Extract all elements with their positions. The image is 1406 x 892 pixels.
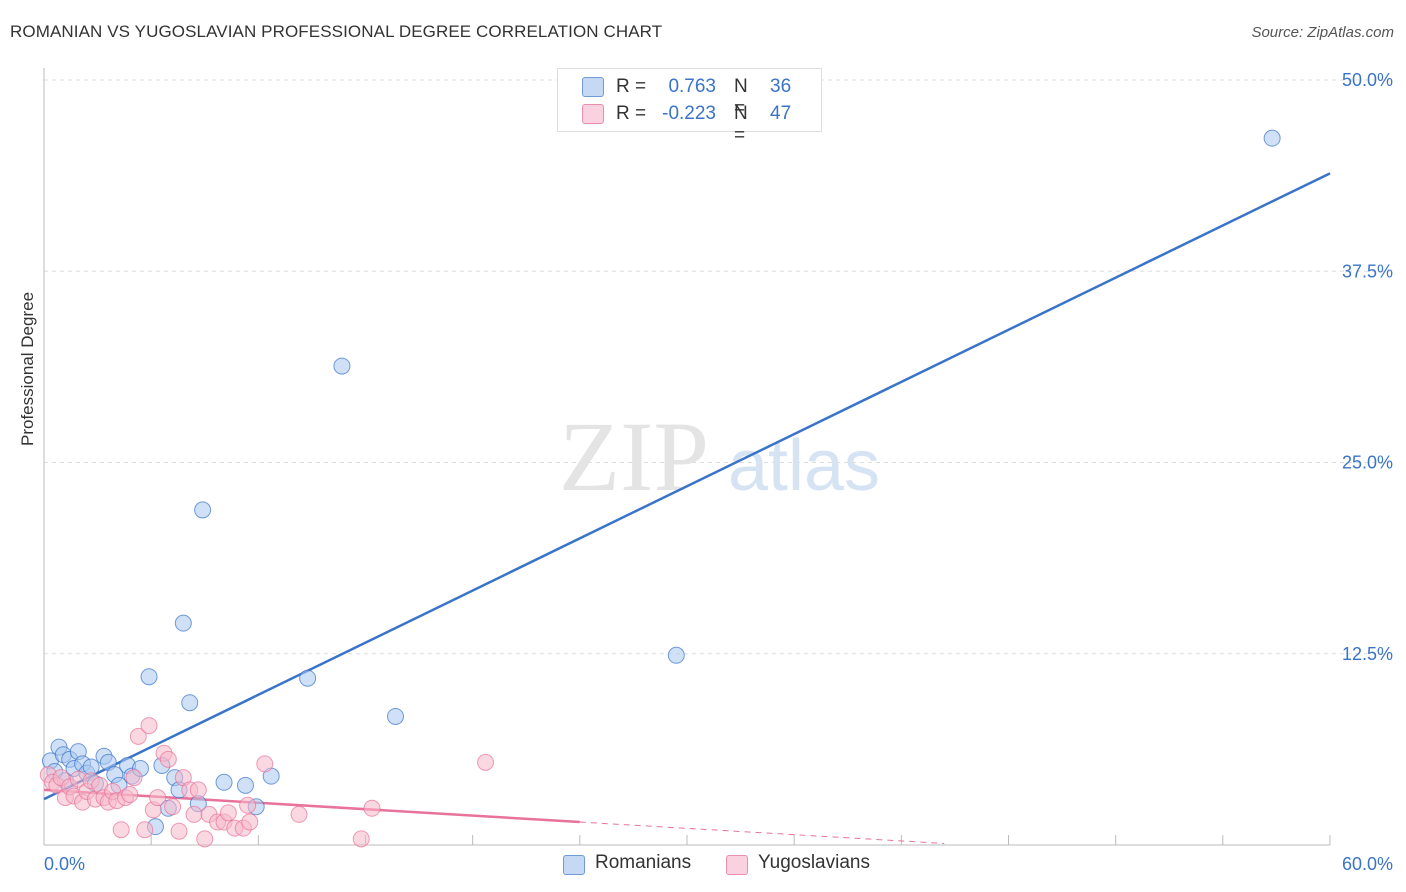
- romanians-point: [387, 707, 405, 725]
- legend-n-label: N =: [734, 103, 748, 146]
- watermark-atlas: atlas: [728, 426, 880, 506]
- axes: [43, 68, 1331, 846]
- bottom-legend-label: Romanians: [595, 852, 692, 873]
- yugoslavians-point: [129, 727, 147, 745]
- watermark-zip: ZIP: [559, 401, 709, 512]
- romanians-point: [174, 614, 192, 632]
- bottom-legend-swatch-yugoslavians: [726, 855, 748, 875]
- y-tick-label: 37.5%: [1342, 261, 1393, 281]
- watermark: ZIP atlas: [559, 401, 880, 512]
- romanians-point: [236, 776, 254, 794]
- bottom-legend-swatch-romanians: [563, 855, 585, 875]
- yugoslavians-point: [256, 755, 274, 773]
- legend-n-label: N =: [734, 76, 748, 119]
- romanians-point: [333, 357, 351, 375]
- yugoslavians-trend-extension: [579, 821, 945, 844]
- source-label: Source: ZipAtlas.com: [1251, 24, 1394, 41]
- yugoslavians-point: [352, 830, 370, 848]
- data-points: [39, 129, 1281, 848]
- correlation-legend: R = 0.763 N = 36 R = -0.223 N = 47: [557, 68, 822, 146]
- legend-swatch-yugoslavians: [582, 104, 604, 124]
- romanians-point: [1263, 129, 1281, 147]
- romanians-point: [181, 694, 199, 712]
- x-tick-label: 60.0%: [1342, 854, 1393, 874]
- chart-title: ROMANIAN VS YUGOSLAVIAN PROFESSIONAL DEG…: [10, 22, 663, 41]
- gridlines: [44, 79, 1390, 655]
- yugoslavians-point: [149, 789, 167, 807]
- yugoslavians-point: [185, 805, 203, 823]
- yugoslavians-point: [140, 717, 158, 735]
- yugoslavians-point: [241, 813, 259, 831]
- yugoslavians-point: [164, 798, 182, 816]
- yugoslavians-point: [239, 796, 257, 814]
- romanians-point: [215, 773, 233, 791]
- legend-n-value: 47: [770, 103, 792, 124]
- yugoslavians-point: [290, 805, 308, 823]
- yugoslavians-point: [363, 799, 381, 817]
- legend-r-label: R =: [616, 76, 647, 97]
- yugoslavians-point: [159, 750, 177, 768]
- yugoslavians-point: [170, 822, 188, 840]
- y-tick-label: 25.0%: [1342, 453, 1393, 473]
- romanians-point: [194, 501, 212, 519]
- yugoslavians-point: [136, 821, 154, 839]
- yugoslavians-point: [189, 781, 207, 799]
- yugoslavians-point: [121, 786, 139, 804]
- y-tick-label: 50.0%: [1342, 70, 1393, 90]
- x-tick-label: 0.0%: [44, 854, 85, 874]
- romanians-point: [299, 669, 317, 687]
- legend-r-label: R =: [616, 103, 647, 124]
- romanians-point: [667, 646, 685, 664]
- romanians-trend-line: [43, 172, 1331, 801]
- bottom-legend-label: Yugoslavians: [758, 852, 870, 873]
- yugoslavians-point: [196, 830, 214, 848]
- yugoslavians-point: [219, 804, 237, 822]
- yugoslavians-point: [477, 753, 495, 771]
- y-tick-label: 12.5%: [1342, 644, 1393, 664]
- yugoslavians-point: [112, 821, 130, 839]
- y-axis-label: Professional Degree: [18, 291, 37, 446]
- legend-r-value: -0.223: [662, 103, 716, 124]
- yugoslavians-point: [125, 769, 143, 787]
- romanians-point: [140, 668, 158, 686]
- legend-n-value: 36: [770, 76, 792, 97]
- tick-labels: 12.5% 25.0% 37.5% 50.0% 0.0% 60.0%: [44, 70, 1393, 874]
- legend-r-value: 0.763: [668, 76, 716, 97]
- legend-swatch-romanians: [582, 77, 604, 97]
